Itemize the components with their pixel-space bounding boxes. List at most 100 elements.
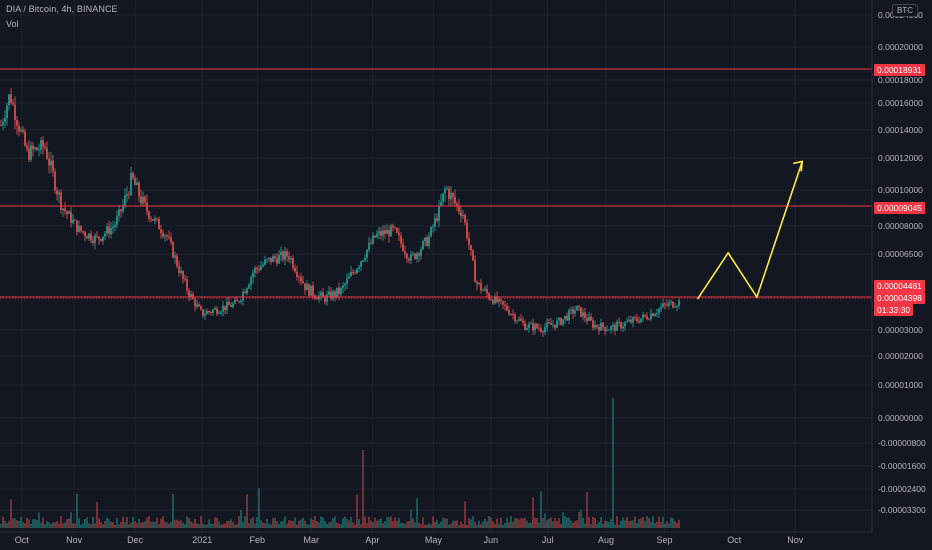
candle-body (226, 301, 228, 310)
candle-body (280, 251, 282, 255)
volume-bar (392, 520, 394, 528)
volume-bar (560, 523, 562, 528)
candle-body (190, 294, 192, 298)
candle-body (36, 147, 38, 151)
candle-body (210, 311, 212, 313)
volume-bar (506, 517, 508, 528)
candle-body (634, 317, 636, 319)
volume-bar (512, 521, 514, 528)
candle-body (520, 318, 522, 321)
candle-body (48, 158, 50, 166)
volume-bar (632, 520, 634, 528)
candle-body (648, 319, 650, 320)
volume-bar (134, 521, 136, 528)
y-tick-label: 0.00010000 (878, 185, 923, 195)
volume-bar (524, 517, 526, 528)
candle-body (548, 322, 550, 324)
y-tick-label: -0.00001600 (878, 461, 926, 471)
volume-bar (398, 517, 400, 528)
volume-bar (508, 522, 510, 528)
volume-bar (450, 523, 452, 528)
volume-bar (214, 517, 216, 528)
candle-body (118, 209, 120, 217)
volume-bar (254, 523, 256, 528)
candle-body (16, 120, 18, 126)
candle-body (128, 194, 130, 196)
volume-bar (180, 520, 182, 528)
volume-bar (26, 517, 28, 528)
volume-bar (454, 520, 456, 528)
candle-body (202, 309, 204, 316)
volume-bar (396, 520, 398, 528)
candle-body (484, 288, 486, 290)
candle-body (30, 145, 32, 160)
candle-body (316, 298, 318, 300)
candle-body (20, 129, 22, 132)
candle-body (496, 296, 498, 303)
volume-bar (464, 501, 466, 528)
candle-body (116, 216, 118, 225)
candle-body (328, 291, 330, 295)
volume-bar (218, 521, 220, 528)
x-tick-label: Dec (127, 535, 144, 545)
volume-bar (484, 518, 486, 528)
volume-bar (526, 520, 528, 528)
candle-body (552, 324, 554, 326)
volume-bar (286, 523, 288, 528)
candle-body (222, 305, 224, 312)
volume-bar (4, 520, 6, 528)
candle-body (664, 303, 666, 305)
chart-title: DIA / Bitcoin, 4h, BINANCE (6, 4, 118, 14)
volume-bar (168, 523, 170, 528)
candle-body (302, 281, 304, 284)
candle-body (486, 288, 488, 294)
candle-body (474, 260, 476, 283)
volume-bar (292, 520, 294, 528)
volume-bar (2, 516, 4, 528)
volume-bar (232, 521, 234, 528)
y-tick-label: 0.00006500 (878, 249, 923, 259)
volume-bar (238, 516, 240, 528)
candle-body (376, 233, 378, 238)
candle-body (632, 317, 634, 323)
candle-body (418, 253, 420, 256)
volume-bar (252, 517, 254, 528)
candle-body (658, 308, 660, 314)
candle-body (244, 291, 246, 294)
volume-bar (642, 517, 644, 528)
volume-bar (200, 516, 202, 528)
volume-bar (82, 523, 84, 528)
volume-bar (384, 521, 386, 528)
candle-body (556, 320, 558, 328)
volume-bar (556, 521, 558, 528)
candle-body (56, 190, 58, 195)
volume-bar (448, 524, 450, 528)
volume-bar (10, 499, 12, 528)
volume-bar (366, 523, 368, 528)
volume-indicator-label[interactable]: Vol (6, 19, 19, 29)
y-tick-label: 0.00018000 (878, 75, 923, 85)
volume-bar (202, 523, 204, 528)
x-tick-label: 2021 (192, 535, 212, 545)
volume-bar (428, 523, 430, 528)
candle-body (450, 193, 452, 200)
volume-bar (190, 521, 192, 528)
candle-body (178, 266, 180, 273)
volume-bar (52, 522, 54, 528)
candle-body (148, 211, 150, 219)
candle-body (58, 192, 60, 195)
candle-body (278, 254, 280, 264)
volume-bar (436, 519, 438, 528)
candle-body (334, 291, 336, 297)
volume-bar (550, 517, 552, 528)
volume-bar (176, 519, 178, 528)
volume-bar (412, 518, 414, 528)
candle-body (668, 302, 670, 306)
candle-body (532, 322, 534, 331)
volume-bar (14, 518, 16, 528)
volume-bar (374, 517, 376, 528)
volume-bar (676, 522, 678, 528)
volume-layer (0, 398, 680, 528)
volume-bar (378, 519, 380, 528)
